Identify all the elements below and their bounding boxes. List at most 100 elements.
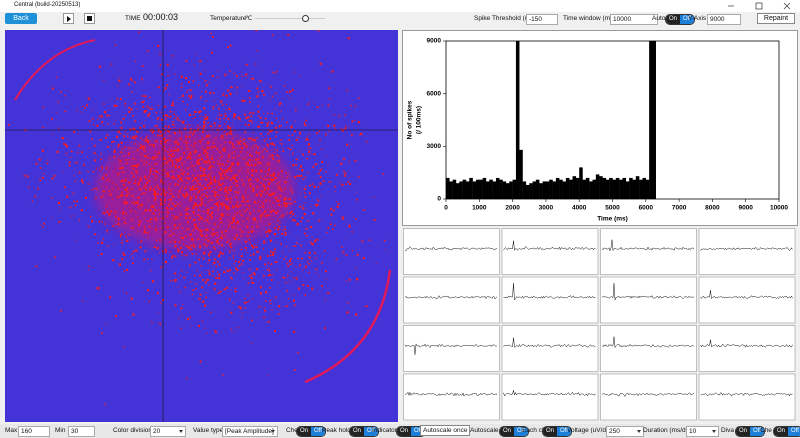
bar [562, 181, 567, 199]
window-controls[interactable] [718, 0, 800, 12]
toggle-switch[interactable]: On Off [665, 14, 695, 25]
waveform-trace [404, 246, 498, 252]
toggle-on[interactable]: On [543, 427, 558, 436]
bar [532, 181, 537, 199]
bar [452, 179, 457, 199]
bar [542, 181, 547, 199]
bar [605, 179, 610, 199]
panel-frame [698, 276, 796, 324]
dropdown[interactable]: 20 [150, 426, 186, 437]
toggle-switch[interactable]: On Off [349, 426, 379, 437]
toggle-off[interactable]: Off [750, 427, 764, 436]
toggle-off[interactable]: Off [557, 427, 571, 436]
bar [575, 177, 580, 199]
toggle-off[interactable]: Off [788, 427, 800, 436]
waveform-trace [700, 247, 793, 252]
bar [515, 41, 520, 199]
bar [469, 177, 473, 199]
toggle-on[interactable]: On [666, 15, 681, 24]
bar [619, 179, 623, 199]
slider-thumb[interactable] [302, 15, 309, 22]
bar [585, 177, 590, 199]
toggle-on[interactable]: On [736, 427, 751, 436]
waveform-panel [501, 276, 599, 324]
bar [625, 181, 630, 199]
x-tick-label: 8000 [705, 205, 720, 212]
text-input[interactable]: 30 [68, 426, 95, 437]
waveform-panel [600, 228, 697, 275]
label: -℃ [243, 15, 253, 22]
repaint-button[interactable]: Repaint [757, 13, 795, 24]
toggle-off[interactable]: Off [364, 427, 378, 436]
y-tick-label: 6000 [427, 90, 442, 97]
bar [629, 177, 633, 199]
bar [525, 184, 530, 199]
bar [559, 179, 563, 199]
waveform-panel [501, 325, 599, 372]
bar [572, 176, 577, 199]
panel-frame [501, 228, 599, 275]
bar [479, 179, 483, 199]
label: Value type [193, 427, 224, 434]
toggle-switch[interactable]: On Off [296, 426, 326, 437]
toggle-switch[interactable]: On Off [735, 426, 765, 437]
histogram-chart: 0 3000 6000 9000 0 1000 2000 3000 4000 5000 6000 70… [402, 30, 798, 226]
toggle-on[interactable]: On [500, 427, 515, 436]
panel-frame [403, 373, 500, 421]
label: Time window (ms) [563, 15, 616, 22]
toggle-off[interactable]: Off [514, 427, 528, 436]
text-input[interactable]: -150 [526, 14, 558, 25]
bar [509, 181, 513, 199]
toggle-on[interactable]: On [774, 427, 789, 436]
toggle-off[interactable]: Off [411, 427, 425, 436]
toggle-switch[interactable]: On Off [499, 426, 529, 437]
bar [569, 179, 573, 199]
plot-frame [445, 40, 780, 200]
bar [505, 183, 510, 199]
bar [446, 177, 450, 199]
waveform-trace [700, 290, 793, 300]
label: Y-Axis [688, 15, 707, 22]
slider-track[interactable] [255, 18, 325, 19]
toggle-off[interactable]: Off [311, 427, 325, 436]
bar [632, 179, 637, 199]
dropdown[interactable]: 250 [606, 426, 644, 437]
toggle-off[interactable]: Off [680, 15, 694, 24]
label: Indicator [372, 427, 397, 434]
label: Auto [652, 15, 666, 22]
dropdown[interactable]: 10 [686, 426, 719, 437]
bar [545, 181, 550, 199]
waveform-panel [403, 325, 500, 372]
waveform-trace [503, 390, 596, 397]
label: Temperature [210, 15, 247, 22]
waveform-trace [503, 283, 596, 301]
bar [529, 183, 533, 199]
label: Peak hold [322, 427, 351, 434]
waveform-trace [700, 339, 793, 348]
waveform-panel [698, 276, 796, 324]
bar [475, 179, 480, 199]
panel-frame [501, 325, 599, 372]
toggle-switch[interactable]: On Off [773, 426, 800, 437]
toggle-on[interactable]: On [397, 427, 412, 436]
waveform-grid [403, 228, 796, 421]
stop-button[interactable] [84, 13, 95, 24]
text-input[interactable]: 160 [18, 426, 50, 437]
play-button[interactable] [63, 13, 74, 24]
text-input[interactable]: 10000 [610, 14, 658, 25]
bar [449, 181, 453, 199]
text-input[interactable]: 9000 [707, 14, 741, 25]
waveform-trace [503, 337, 596, 348]
back-button[interactable]: Back [5, 13, 37, 24]
toggle-on[interactable]: On [297, 427, 312, 436]
autoscale-once-button[interactable]: Autoscale once [420, 425, 471, 436]
dropdown[interactable]: [Peak Amplitude] [222, 426, 278, 437]
x-tick-label: 2000 [505, 205, 520, 212]
toggle-switch[interactable]: On Off [542, 426, 572, 437]
bar [482, 177, 487, 199]
bar [555, 177, 560, 199]
label: Color division [113, 427, 153, 434]
waveform-panel [501, 373, 599, 421]
panel-frame [403, 276, 500, 324]
toggle-on[interactable]: On [350, 427, 365, 436]
